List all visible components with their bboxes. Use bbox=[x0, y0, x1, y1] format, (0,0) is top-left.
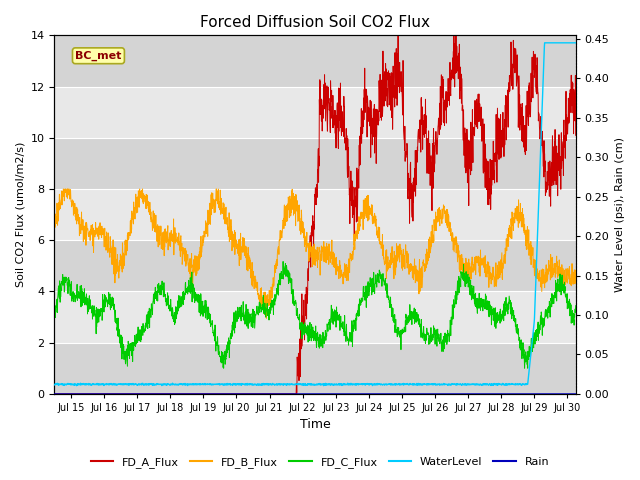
Legend: FD_A_Flux, FD_B_Flux, FD_C_Flux, WaterLevel, Rain: FD_A_Flux, FD_B_Flux, FD_C_Flux, WaterLe… bbox=[86, 452, 554, 472]
Bar bbox=[54, 189, 575, 240]
X-axis label: Time: Time bbox=[300, 419, 330, 432]
Bar bbox=[54, 343, 575, 394]
Y-axis label: Water Level (psi), Rain (cm): Water Level (psi), Rain (cm) bbox=[615, 137, 625, 292]
Title: Forced Diffusion Soil CO2 Flux: Forced Diffusion Soil CO2 Flux bbox=[200, 15, 430, 30]
Bar bbox=[54, 86, 575, 138]
Bar bbox=[54, 240, 575, 291]
Y-axis label: Soil CO2 Flux (umol/m2/s): Soil CO2 Flux (umol/m2/s) bbox=[15, 142, 25, 287]
Bar bbox=[54, 138, 575, 189]
Text: BC_met: BC_met bbox=[76, 50, 122, 61]
Bar bbox=[54, 291, 575, 343]
Bar bbox=[54, 36, 575, 86]
